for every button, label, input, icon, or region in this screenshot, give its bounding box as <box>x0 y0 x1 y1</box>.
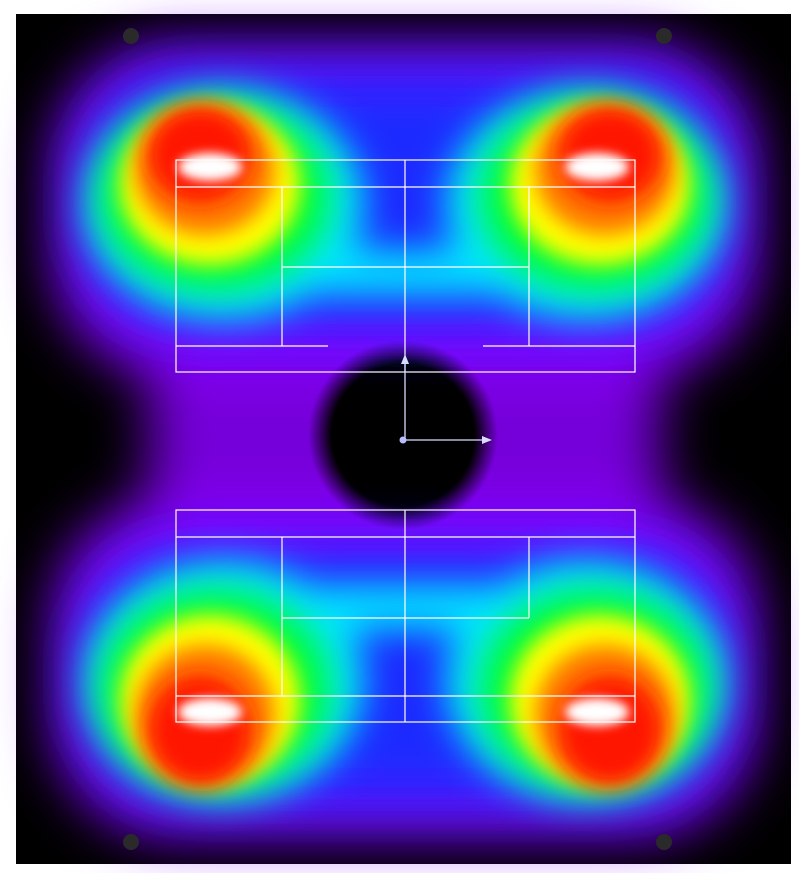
corner-marker-bottom-left-icon[interactable] <box>123 834 139 850</box>
corner-markers <box>123 28 672 850</box>
corner-marker-top-left-icon[interactable] <box>123 28 139 44</box>
axis-origin-point <box>399 436 407 444</box>
heatmap-layer <box>55 45 755 835</box>
corner-marker-top-right-icon[interactable] <box>656 28 672 44</box>
x-axis-arrow-icon <box>482 436 492 444</box>
axis-gizmo <box>399 354 492 444</box>
center-void <box>308 340 498 530</box>
y-axis-arrow-icon <box>401 354 409 364</box>
corner-marker-bottom-right-icon[interactable] <box>656 834 672 850</box>
